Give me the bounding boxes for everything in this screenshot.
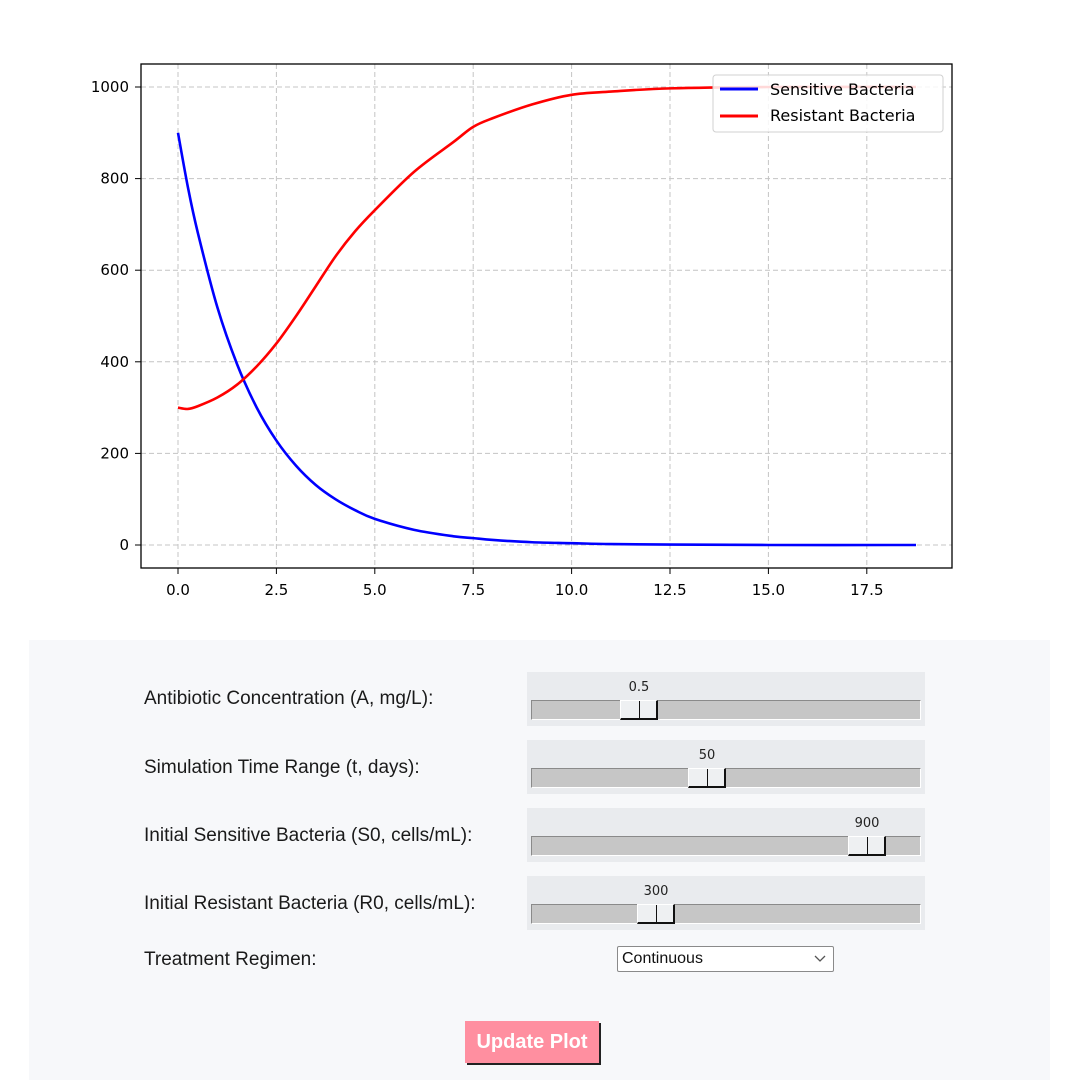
antibiotic-slider-track[interactable] [531, 700, 921, 720]
x-tick-label: 17.5 [850, 581, 883, 599]
initial-sensitive-value: 900 [854, 816, 880, 831]
y-tick-label: 0 [119, 536, 129, 554]
initial-resistant-label: Initial Resistant Bacteria (R0, cells/mL… [144, 893, 476, 914]
initial-resistant-slider-thumb[interactable] [637, 904, 675, 924]
x-tick-label: 12.5 [653, 581, 686, 599]
x-tick-label: 5.0 [363, 581, 387, 599]
time-range-slider[interactable]: 50 [527, 740, 925, 794]
time-range-label: Simulation Time Range (t, days): [144, 757, 420, 778]
antibiotic-slider[interactable]: 0.5 [527, 672, 925, 726]
initial-sensitive-slider-track[interactable] [531, 836, 921, 856]
controls-panel: Antibiotic Concentration (A, mg/L): 0.5 … [29, 640, 1050, 1080]
initial-sensitive-slider-thumb[interactable] [848, 836, 886, 856]
x-tick-label: 2.5 [264, 581, 288, 599]
y-axis-ticks: 0 200 400 600 800 1000 [91, 78, 141, 554]
x-tick-label: 0.0 [166, 581, 190, 599]
chart-legend: Sensitive Bacteria Resistant Bacteria [712, 74, 944, 133]
data-series [176, 85, 917, 547]
time-range-value: 50 [698, 748, 716, 763]
x-axis-ticks: 0.0 2.5 5.0 7.5 10.0 12.5 15.0 17.5 [166, 568, 884, 599]
resistant-bacteria-line [177, 85, 917, 411]
time-range-slider-track[interactable] [531, 768, 921, 788]
x-tick-label: 15.0 [752, 581, 785, 599]
bacteria-population-chart: 0.0 2.5 5.0 7.5 10.0 12.5 15.0 17.5 0 200 400 600 8… [91, 63, 953, 599]
y-tick-label: 800 [100, 170, 129, 188]
regimen-selected-value: Continuous [622, 950, 703, 967]
y-tick-label: 200 [100, 444, 129, 462]
legend-label-sensitive: Sensitive Bacteria [770, 80, 915, 99]
time-range-slider-thumb[interactable] [688, 768, 726, 788]
antibiotic-slider-thumb[interactable] [620, 700, 658, 720]
chart-canvas: 0.0 2.5 5.0 7.5 10.0 12.5 15.0 17.5 0 200 400 600 8… [91, 63, 953, 599]
regimen-label: Treatment Regimen: [144, 949, 317, 970]
y-tick-label: 400 [100, 353, 129, 371]
legend-box [712, 74, 944, 133]
x-tick-label: 7.5 [461, 581, 485, 599]
y-tick-label: 600 [100, 261, 129, 279]
legend-label-resistant: Resistant Bacteria [770, 106, 915, 125]
sensitive-bacteria-line [176, 132, 917, 547]
y-tick-label: 1000 [91, 78, 129, 96]
antibiotic-value: 0.5 [628, 680, 650, 695]
update-plot-button[interactable]: Update Plot [465, 1021, 599, 1063]
initial-resistant-value: 300 [643, 884, 669, 899]
regimen-dropdown[interactable]: Continuous [617, 946, 834, 972]
initial-sensitive-slider[interactable]: 900 [527, 808, 925, 862]
initial-resistant-slider-track[interactable] [531, 904, 921, 924]
initial-resistant-slider[interactable]: 300 [527, 876, 925, 930]
x-tick-label: 10.0 [555, 581, 588, 599]
grid-lines [141, 64, 952, 568]
antibiotic-label: Antibiotic Concentration (A, mg/L): [144, 688, 434, 709]
plot-frame [140, 63, 953, 569]
chevron-down-icon [814, 955, 826, 962]
initial-sensitive-label: Initial Sensitive Bacteria (S0, cells/mL… [144, 825, 473, 846]
